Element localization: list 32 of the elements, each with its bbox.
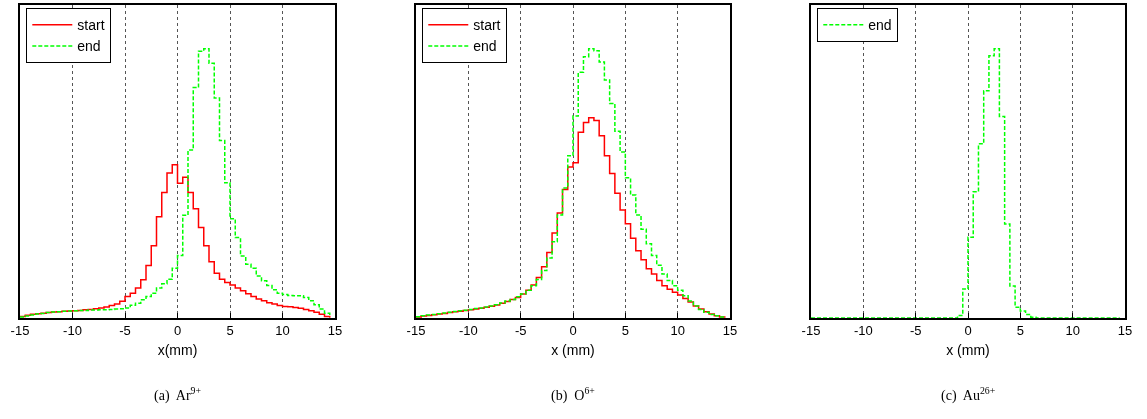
x-tick-label: 5 (226, 323, 234, 339)
legend-label: end (868, 17, 892, 34)
x-tick-label: 15 (327, 323, 343, 339)
x-tick-label: -15 (801, 323, 821, 339)
text: (c) Au$^{26+}$ (941, 385, 996, 404)
legend-label: end (473, 38, 497, 55)
x-tick-label: 15 (1117, 323, 1133, 339)
x-tick-label: 10 (670, 323, 685, 339)
x-tick-label: -5 (119, 323, 131, 339)
text: (b) O$^{6+}$ (551, 385, 596, 404)
x-tick-label: -15 (10, 323, 30, 339)
text: (a) Ar$^{9+}$ (154, 385, 202, 404)
x-tick-label: 5 (621, 323, 629, 339)
legend-label: start (473, 17, 501, 34)
x-tick-label: 10 (1065, 323, 1080, 339)
x-tick-label: -10 (853, 323, 873, 339)
x-tick-label: 0 (569, 323, 577, 339)
x-tick-label: 0 (964, 323, 972, 339)
legend-label: end (77, 38, 101, 55)
x-tick-label: -5 (514, 323, 527, 339)
x-tick-label: 10 (275, 323, 290, 339)
x-tick-label: -10 (63, 323, 82, 339)
x-axis-title: x (mm) (946, 342, 990, 359)
x-tick-label: 15 (722, 323, 738, 339)
x-axis-title: x(mm) (157, 342, 198, 359)
x-tick-label: -15 (406, 323, 426, 339)
x-tick-label: -5 (909, 323, 922, 339)
x-axis-title: x (mm) (551, 342, 595, 359)
x-tick-label: 5 (1016, 323, 1024, 339)
legend-label: start (77, 17, 105, 34)
x-tick-label: -10 (458, 323, 478, 339)
x-tick-label: 0 (173, 323, 182, 339)
